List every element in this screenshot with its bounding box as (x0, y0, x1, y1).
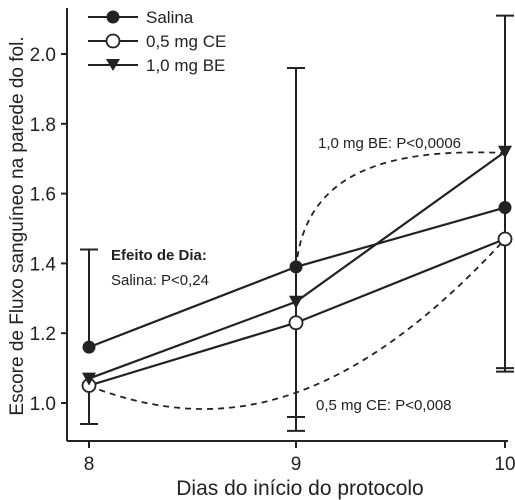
y-tick-label: 1.6 (30, 185, 56, 206)
y-tick-label: 1.0 (30, 394, 56, 415)
x-tick-label: 9 (291, 454, 302, 475)
ce-p-annotation: 0,5 mg CE: P<0,008 (316, 397, 452, 414)
legend-item-be: 1,0 mg BE (88, 56, 225, 75)
data-point-salina (289, 260, 303, 274)
x-tick-label: 8 (84, 454, 95, 475)
data-point-salina (498, 201, 512, 215)
y-axis-label: Escore de Fluxo sanguíneo na parede do f… (7, 36, 28, 415)
data-point-ce (497, 231, 513, 247)
legend-label-ce: 0,5 mg CE (146, 32, 226, 51)
legend-marker-salina (106, 10, 120, 24)
x-ticks: 8 9 10 (84, 441, 515, 475)
x-tick-label: 10 (494, 454, 515, 475)
series-markers (81, 145, 513, 393)
legend-marker-ce (105, 33, 121, 49)
y-tick-label: 1.2 (30, 324, 56, 345)
axes (66, 8, 508, 442)
y-ticks: 1.0 1.2 1.4 1.6 1.8 2.0 (30, 45, 67, 415)
ce-significance-curve (88, 237, 507, 410)
data-point-be (498, 145, 512, 159)
legend: Salina 0,5 mg CE 1,0 mg BE (88, 8, 226, 75)
legend-label-be: 1,0 mg BE (146, 56, 225, 75)
data-point-ce (288, 315, 304, 331)
be-p-annotation: 1,0 mg BE: P<0,0006 (318, 135, 461, 152)
y-tick-label: 1.4 (30, 254, 57, 275)
x-axis-label: Dias do início do protocolo (176, 477, 423, 500)
be-significance-curve (295, 151, 507, 269)
data-point-be (289, 295, 303, 309)
y-tick-label: 2.0 (30, 45, 56, 66)
efeito-title: Efeito de Dia: (111, 247, 207, 264)
legend-item-salina: Salina (88, 8, 194, 27)
legend-marker-be (106, 59, 120, 71)
y-tick-label: 1.8 (30, 115, 56, 136)
legend-item-ce: 0,5 mg CE (88, 32, 226, 51)
data-point-be (82, 372, 96, 386)
legend-label-salina: Salina (146, 8, 194, 27)
data-point-salina (82, 340, 96, 354)
salina-p-annotation: Salina: P<0,24 (111, 272, 209, 289)
